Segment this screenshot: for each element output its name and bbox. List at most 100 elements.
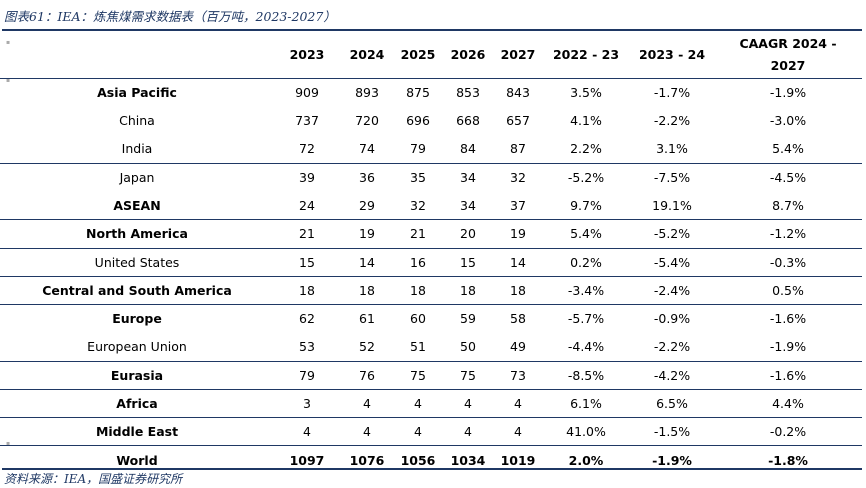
growth-2023-24-cell: -2.4% bbox=[630, 276, 714, 306]
value-2026-cell: 18 bbox=[442, 276, 494, 306]
growth-2022-23-cell: 2.0% bbox=[568, 452, 604, 468]
source-note: 资料来源：IEA，国盛证券研究所 bbox=[4, 472, 183, 486]
table-row: Europe 62 61 60 59 58 -5.7% -0.9% -1.6% bbox=[0, 305, 862, 333]
value-2026-cell: 4 bbox=[442, 389, 494, 419]
value-2025-cell: 696 bbox=[406, 113, 430, 129]
growth-2022-23-cell: -4.4% bbox=[542, 332, 630, 362]
region-cell: China bbox=[119, 113, 155, 129]
value-2024-cell: 14 bbox=[340, 248, 394, 277]
value-2023-cell: 72 bbox=[274, 135, 340, 164]
table-row: World 1097 1076 1056 1034 1019 2.0% -1.9% -1.8% bbox=[0, 446, 862, 474]
growth-2023-24-cell: -7.5% bbox=[653, 170, 691, 186]
value-2025-cell: 16 bbox=[394, 248, 442, 277]
caagr-cell: -3.0% bbox=[769, 113, 807, 129]
value-2027-cell: 4 bbox=[494, 417, 542, 447]
value-2027-cell: 1019 bbox=[500, 452, 536, 468]
caagr-cell: 4.4% bbox=[714, 389, 862, 419]
region-cell: Europe bbox=[112, 311, 162, 327]
growth-2022-23-cell: 0.2% bbox=[542, 248, 630, 277]
value-2023-cell: 737 bbox=[295, 113, 319, 129]
table-row: India 72 74 79 84 87 2.2% 3.1% 5.4% bbox=[0, 135, 862, 164]
header-2024: 2024 bbox=[340, 31, 394, 79]
value-2024-cell: 52 bbox=[340, 332, 394, 362]
region-cell: United States bbox=[0, 248, 274, 277]
value-2027-cell: 32 bbox=[510, 170, 526, 186]
value-2024-cell: 4 bbox=[340, 417, 394, 447]
caagr-cell: -1.6% bbox=[714, 361, 862, 390]
growth-2023-24-cell: -4.2% bbox=[630, 361, 714, 390]
caagr-cell: 5.4% bbox=[714, 135, 862, 164]
value-2026-cell: 50 bbox=[442, 332, 494, 362]
caagr-cell: -1.8% bbox=[768, 452, 808, 468]
region-cell: Central and South America bbox=[0, 276, 274, 306]
value-2026-cell: 84 bbox=[442, 135, 494, 164]
coking-coal-demand-table: 2023 2024 2025 2026 2027 2022 - 23 2023 … bbox=[0, 31, 862, 474]
value-2025-cell: 21 bbox=[394, 219, 442, 249]
value-2024-cell: 1076 bbox=[349, 452, 385, 468]
region-cell: World bbox=[116, 452, 158, 468]
value-2025-cell: 51 bbox=[394, 332, 442, 362]
header-growth-2022-23: 2022 - 23 bbox=[542, 31, 630, 79]
value-2027-cell: 657 bbox=[506, 113, 530, 129]
region-cell: North America bbox=[0, 219, 274, 249]
caagr-cell: -1.6% bbox=[769, 311, 807, 327]
header-2026: 2026 bbox=[442, 31, 494, 79]
value-2024-cell: 18 bbox=[340, 276, 394, 306]
caagr-cell: -1.9% bbox=[769, 85, 807, 101]
region-cell: Eurasia bbox=[0, 361, 274, 390]
value-2026-cell: 1034 bbox=[450, 452, 486, 468]
value-2023-cell: 4 bbox=[274, 417, 340, 447]
value-2026-cell: 34 bbox=[460, 170, 476, 186]
table-row: Asia Pacific 909 893 875 853 843 3.5% -1.7% -1.9… bbox=[0, 79, 862, 107]
header-caagr-line1: CAAGR 2024 - bbox=[739, 35, 837, 51]
value-2024-cell: 720 bbox=[355, 113, 379, 129]
header-2023: 2023 bbox=[274, 31, 340, 79]
value-2023-cell: 1097 bbox=[289, 452, 325, 468]
bottom-rule bbox=[2, 468, 862, 470]
value-2026-cell: 4 bbox=[442, 417, 494, 447]
growth-2023-24-cell: -5.2% bbox=[630, 219, 714, 249]
caagr-cell: 0.5% bbox=[714, 276, 862, 306]
growth-2022-23-cell: -3.4% bbox=[542, 276, 630, 306]
value-2027-cell: 58 bbox=[510, 311, 526, 327]
region-cell: Middle East bbox=[0, 417, 274, 447]
value-2027-cell: 14 bbox=[494, 248, 542, 277]
growth-2023-24-cell: -0.9% bbox=[653, 311, 691, 327]
growth-2022-23-cell: 9.7% bbox=[542, 191, 630, 221]
growth-2023-24-cell: -1.7% bbox=[653, 85, 691, 101]
value-2026-cell: 20 bbox=[442, 219, 494, 249]
region-cell: Africa bbox=[0, 389, 274, 419]
table-row: Africa 3 4 4 4 4 6.1% 6.5% 4.4% bbox=[0, 389, 862, 419]
value-2025-cell: 60 bbox=[410, 311, 426, 327]
table-row: Eurasia 79 76 75 75 73 -8.5% -4.2% -1.6% bbox=[0, 361, 862, 390]
growth-2023-24-cell: -2.2% bbox=[630, 332, 714, 362]
growth-2022-23-cell: -5.2% bbox=[567, 170, 605, 186]
table-row: European Union 53 52 51 50 49 -4.4% -2.2% -1.9% bbox=[0, 332, 862, 362]
table-row: Middle East 4 4 4 4 4 41.0% -1.5% -0.2% bbox=[0, 417, 862, 447]
value-2025-cell: 4 bbox=[394, 389, 442, 419]
value-2023-cell: 79 bbox=[274, 361, 340, 390]
caagr-cell: -0.2% bbox=[714, 417, 862, 447]
value-2026-cell: 15 bbox=[442, 248, 494, 277]
value-2026-cell: 75 bbox=[442, 361, 494, 390]
header-caagr-line2: 2027 bbox=[770, 57, 806, 73]
figure-caption: 图表61：IEA：炼焦煤需求数据表（百万吨，2023-2027） bbox=[4, 9, 336, 24]
value-2024-cell: 19 bbox=[340, 219, 394, 249]
growth-2022-23-cell: 5.4% bbox=[542, 219, 630, 249]
growth-2023-24-cell: 3.1% bbox=[630, 135, 714, 164]
header-row: 2023 2024 2025 2026 2027 2022 - 23 2023 … bbox=[0, 31, 862, 79]
header-2027: 2027 bbox=[494, 31, 542, 79]
region-cell: ASEAN bbox=[0, 191, 274, 221]
table-row: Japan 39 36 35 34 32 -5.2% -7.5% -4.5% bbox=[0, 163, 862, 191]
growth-2022-23-cell: 2.2% bbox=[542, 135, 630, 164]
growth-2023-24-cell: -1.9% bbox=[652, 452, 692, 468]
value-2025-cell: 79 bbox=[394, 135, 442, 164]
value-2023-cell: 21 bbox=[274, 219, 340, 249]
table-row: North America 21 19 21 20 19 5.4% -5.2% -1.2% bbox=[0, 219, 862, 249]
value-2027-cell: 73 bbox=[494, 361, 542, 390]
caagr-cell: -1.9% bbox=[714, 332, 862, 362]
caagr-cell: -0.3% bbox=[714, 248, 862, 277]
table-row: ASEAN 24 29 32 34 37 9.7% 19.1% 8.7% bbox=[0, 191, 862, 221]
value-2025-cell: 75 bbox=[394, 361, 442, 390]
caagr-cell: -1.2% bbox=[714, 219, 862, 249]
